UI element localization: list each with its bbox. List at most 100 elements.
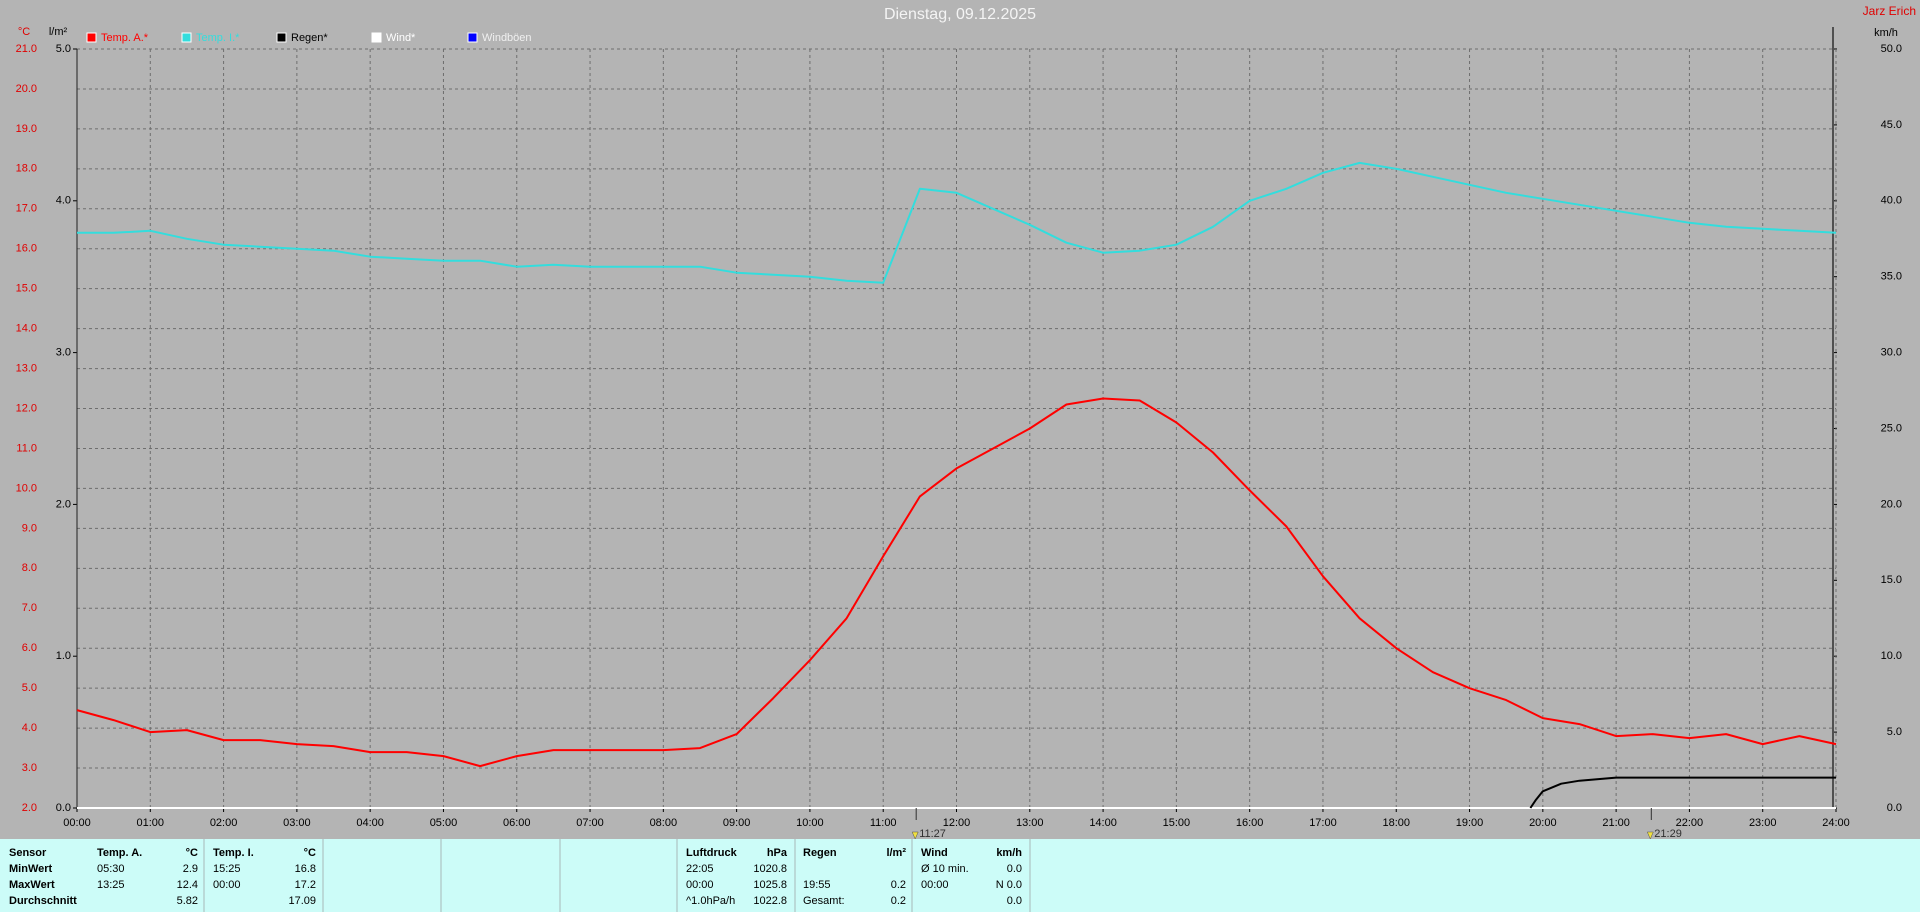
legend-swatch — [371, 32, 382, 43]
x-tick-label: 19:00 — [1456, 817, 1484, 829]
y3-tick-label: 10.0 — [1881, 650, 1902, 662]
y-tick-label: 8.0 — [22, 562, 37, 574]
table-header: Regen — [803, 847, 837, 859]
y-tick-label: 17.0 — [16, 203, 37, 215]
y2-tick-label: 2.0 — [56, 498, 71, 510]
table-cell: 5.82 — [177, 895, 198, 907]
legend-label: Regen* — [291, 32, 328, 44]
table-header: MinWert — [9, 863, 53, 875]
x-tick-label: 09:00 — [723, 817, 751, 829]
x-tick-label: 08:00 — [650, 817, 678, 829]
y-tick-label: 2.0 — [22, 802, 37, 814]
table-cell: 05:30 — [97, 863, 125, 875]
y-tick-label: 14.0 — [16, 323, 37, 335]
author: Jarz Erich — [1863, 4, 1916, 18]
legend-label: Temp. A.* — [101, 32, 149, 44]
x-tick-label: 17:00 — [1309, 817, 1337, 829]
x-tick-label: 20:00 — [1529, 817, 1557, 829]
table-cell: 00:00 — [213, 879, 241, 891]
table-cell: 0.2 — [891, 895, 906, 907]
table-header: MaxWert — [9, 879, 55, 891]
y3-tick-label: 0.0 — [1887, 802, 1902, 814]
y3-axis-title: km/h — [1874, 27, 1898, 39]
x-tick-label: 06:00 — [503, 817, 531, 829]
legend-label: Temp. I.* — [196, 32, 240, 44]
y-tick-label: 3.0 — [22, 762, 37, 774]
x-tick-label: 24:00 — [1822, 817, 1850, 829]
y-axis-title: °C — [18, 26, 30, 38]
table-header: km/h — [996, 847, 1022, 859]
table-header: °C — [186, 847, 198, 859]
y3-tick-label: 15.0 — [1881, 574, 1902, 586]
table-header: Temp. A. — [97, 847, 142, 859]
legend-label: Wind* — [386, 32, 416, 44]
stats-panel — [0, 839, 1920, 912]
table-cell: 00:00 — [921, 879, 949, 891]
y3-tick-label: 35.0 — [1881, 271, 1902, 283]
table-cell: 00:00 — [686, 879, 714, 891]
legend-label: Windböen — [482, 32, 532, 44]
table-cell: ^1.0hPa/h — [686, 895, 735, 907]
x-tick-label: 11:00 — [870, 817, 897, 829]
table-cell: 13:25 — [97, 879, 125, 891]
table-cell: Gesamt: — [803, 895, 845, 907]
series-line — [1529, 776, 1836, 809]
table-cell: 2.9 — [183, 863, 198, 875]
annotation-icon — [911, 831, 919, 840]
table-header: Temp. I. — [213, 847, 254, 859]
legend-swatch — [276, 32, 287, 43]
y-tick-label: 5.0 — [22, 682, 37, 694]
y-tick-label: 10.0 — [16, 482, 37, 494]
x-tick-label: 07:00 — [576, 817, 604, 829]
y3-tick-label: 20.0 — [1881, 498, 1902, 510]
table-header: hPa — [767, 847, 788, 859]
table-header: °C — [304, 847, 316, 859]
y2-tick-label: 5.0 — [56, 43, 71, 55]
table-cell: 16.8 — [295, 863, 316, 875]
y-tick-label: 20.0 — [16, 83, 37, 95]
y2-tick-label: 4.0 — [56, 195, 71, 207]
x-tick-label: 03:00 — [283, 817, 311, 829]
table-cell: 1025.8 — [753, 879, 787, 891]
x-tick-label: 04:00 — [356, 817, 384, 829]
y-tick-label: 4.0 — [22, 722, 37, 734]
legend-swatch — [86, 32, 97, 43]
x-tick-label: 16:00 — [1236, 817, 1264, 829]
chart-title: Dienstag, 09.12.2025 — [884, 6, 1036, 23]
y-tick-label: 19.0 — [16, 123, 37, 135]
x-tick-label: 05:00 — [430, 817, 458, 829]
table-cell: 1020.8 — [753, 863, 787, 875]
x-tick-label: 02:00 — [210, 817, 238, 829]
x-tick-label: 10:00 — [796, 817, 824, 829]
y-tick-label: 13.0 — [16, 362, 37, 374]
y3-tick-label: 25.0 — [1881, 422, 1902, 434]
legend-swatch — [181, 32, 192, 43]
table-header: Sensor — [9, 847, 47, 859]
y-tick-label: 18.0 — [16, 163, 37, 175]
y-tick-label: 12.0 — [16, 402, 37, 414]
y3-tick-label: 30.0 — [1881, 347, 1902, 359]
table-header: Wind — [921, 847, 948, 859]
series-line — [77, 161, 1837, 284]
y3-tick-label: 45.0 — [1881, 119, 1902, 131]
table-cell: 15:25 — [213, 863, 241, 875]
y-tick-label: 6.0 — [22, 642, 37, 654]
table-cell: Ø 10 min. — [921, 863, 969, 875]
table-header: Luftdruck — [686, 847, 738, 859]
x-tick-label: 14:00 — [1089, 817, 1117, 829]
y3-tick-label: 50.0 — [1881, 43, 1902, 55]
table-header: l/m² — [886, 847, 906, 859]
x-tick-label: 18:00 — [1382, 817, 1410, 829]
x-tick-label: 23:00 — [1749, 817, 1777, 829]
x-tick-label: 00:00 — [63, 817, 91, 829]
y3-tick-label: 5.0 — [1887, 726, 1902, 738]
table-cell: N 0.0 — [996, 879, 1022, 891]
table-cell: 17.2 — [295, 879, 316, 891]
table-header: Durchschnitt — [9, 895, 77, 907]
table-cell: 0.0 — [1007, 895, 1022, 907]
x-tick-label: 01:00 — [137, 817, 165, 829]
table-cell: 22:05 — [686, 863, 714, 875]
y-tick-label: 15.0 — [16, 283, 37, 295]
